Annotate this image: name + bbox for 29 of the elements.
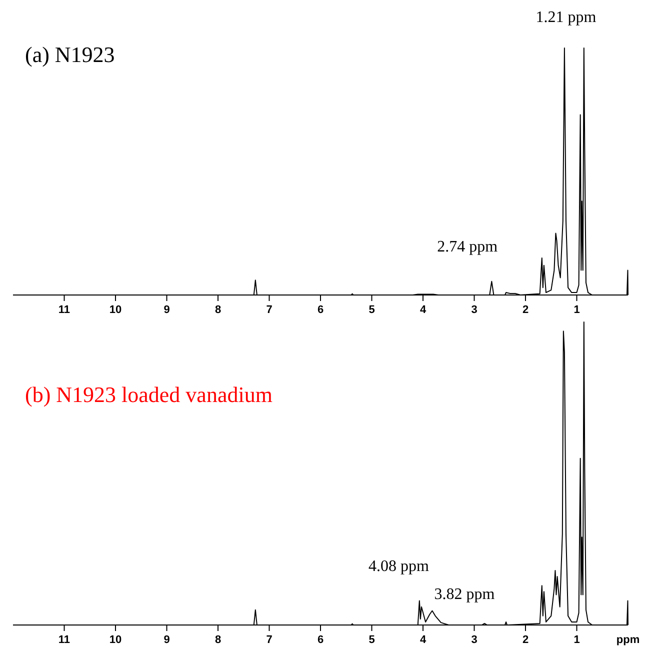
x-tick-label: 11 (58, 304, 70, 316)
x-tick-label: 4 (420, 304, 427, 316)
x-tick-label: 3 (471, 304, 478, 316)
x-axis-title: ppm (616, 634, 640, 646)
x-tick-label: 8 (214, 304, 222, 316)
x-tick-label: 6 (317, 304, 324, 316)
x-tick-label: 2 (522, 634, 529, 646)
annotation: 1.21 ppm (536, 9, 597, 26)
x-tick-label: 3 (471, 634, 478, 646)
x-tick-label: 6 (317, 634, 324, 646)
x-tick-label: 8 (214, 634, 222, 646)
x-tick-label: 1 (574, 304, 580, 316)
annotation: 4.08 ppm (368, 558, 430, 575)
annotation: 3.82 ppm (434, 586, 496, 603)
x-tick-label: 2 (522, 304, 529, 316)
x-tick-label: 10 (109, 634, 122, 646)
x-tick-label: 5 (368, 634, 375, 646)
text: (b) N1923 loaded vanadium (25, 382, 272, 407)
x-tick-label: 9 (164, 634, 170, 646)
x-tick-label: 5 (368, 304, 375, 316)
x-tick-label: 7 (266, 304, 272, 316)
annotation: 2.74 ppm (437, 238, 498, 256)
x-tick-label: 1 (574, 634, 580, 646)
x-tick-label: 11 (58, 634, 70, 646)
x-tick-label: 4 (420, 634, 427, 646)
x-tick-label: 10 (109, 304, 122, 316)
chart-title: (a) N1923 (25, 42, 115, 67)
x-tick-label: 9 (164, 304, 170, 316)
x-tick-label: 7 (266, 634, 272, 646)
